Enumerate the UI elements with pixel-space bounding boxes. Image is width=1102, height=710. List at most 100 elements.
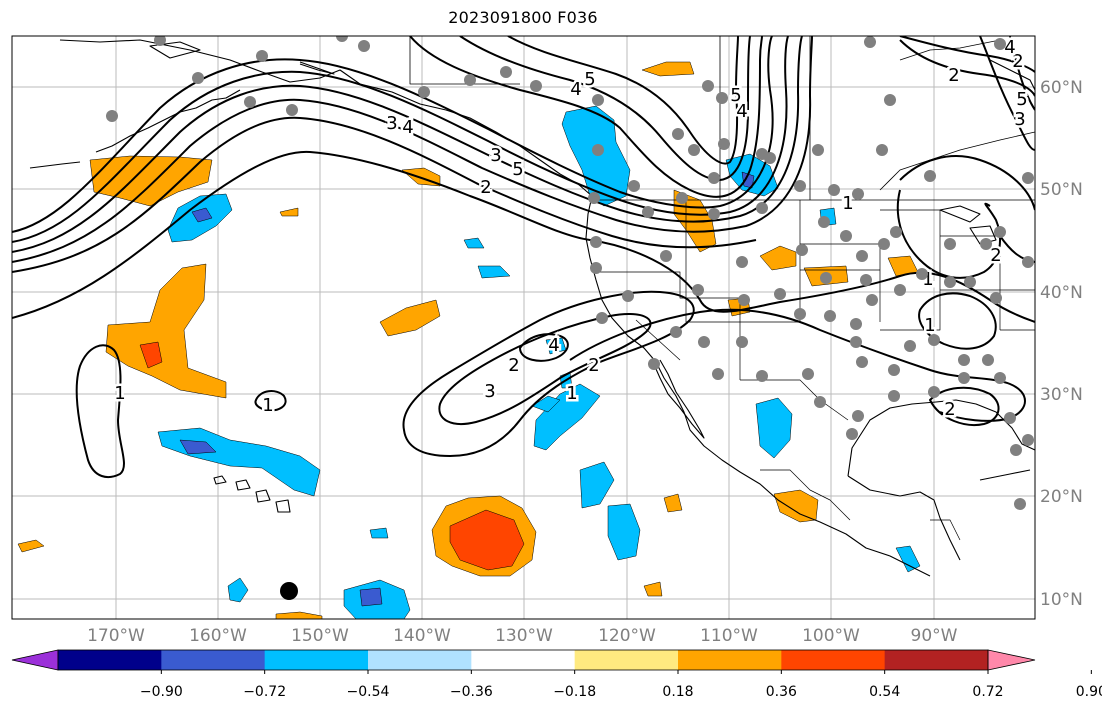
station-dot (692, 284, 704, 296)
positive-region (17, 539, 45, 553)
station-dot (592, 94, 604, 106)
contour-label: 2 (508, 355, 519, 376)
station-dot (530, 80, 542, 92)
station-dot (964, 276, 976, 288)
colorbar-tick-label: 0.18 (662, 684, 693, 700)
positive-region (663, 493, 683, 513)
station-dot (642, 206, 654, 218)
positive-region (279, 207, 299, 217)
station-dot (846, 428, 858, 440)
station-dot (916, 268, 928, 280)
station-markers (106, 36, 1034, 510)
station-dot (990, 292, 1002, 304)
anomaly-fills (17, 61, 921, 619)
contour-label: 2 (948, 65, 959, 86)
station-dot (852, 410, 864, 422)
station-dot (982, 354, 994, 366)
station-dot (712, 368, 724, 380)
negative-region (607, 503, 641, 561)
colorbar-segment (161, 650, 266, 670)
station-dot (888, 390, 900, 402)
station-dot (418, 86, 430, 98)
colorbar-segment (574, 650, 679, 670)
station-dot (944, 276, 956, 288)
contour-label: 5 (1016, 89, 1027, 110)
colorbar-segment (368, 650, 472, 670)
station-dot (856, 356, 868, 368)
colorbar: −0.90 −0.72 −0.54 −0.36 −0.18 0.18 0.36 0.54 0.7… (11, 649, 1102, 700)
station-dot (860, 274, 872, 286)
colorbar-segment (264, 650, 369, 670)
colorbar-segment (58, 650, 162, 670)
negative-region (191, 207, 213, 223)
lat-label: 40°N (1040, 283, 1083, 303)
contour-label: 1 (566, 383, 577, 404)
station-dot (958, 354, 970, 366)
lat-label: 20°N (1040, 487, 1083, 507)
station-dot (1022, 434, 1034, 446)
contour-label: 1 (842, 193, 853, 214)
colorbar-tick-label: 0.54 (869, 684, 900, 700)
station-dot (592, 144, 604, 156)
contour-label: 1 (114, 383, 125, 404)
station-dot (824, 310, 836, 322)
positive-region (139, 341, 163, 369)
station-dot (106, 110, 118, 122)
positive-region (275, 611, 323, 619)
station-dot (852, 188, 864, 200)
positive-region (449, 509, 525, 571)
colorbar-tick-label: −0.54 (347, 684, 390, 700)
station-dot (718, 138, 730, 150)
contour-label: 2 (944, 399, 955, 420)
station-dot (1022, 256, 1034, 268)
positive-region (641, 61, 695, 77)
colorbar-border (57, 649, 989, 671)
station-dot (708, 208, 720, 220)
negative-region (755, 397, 793, 459)
station-dot (1014, 498, 1026, 510)
station-dot (660, 250, 672, 262)
colorbar-tick-label: −0.72 (243, 684, 286, 700)
positive-region (379, 299, 441, 337)
plot-title: 2023091800 F036 (448, 8, 598, 27)
contour-label: 4 (570, 79, 581, 100)
lat-label: 30°N (1040, 385, 1083, 405)
location-marker (280, 582, 298, 600)
lon-label: 170°W (87, 626, 145, 646)
colorbar-tick-label: 0.90 (1076, 684, 1102, 700)
negative-region (895, 545, 921, 573)
station-dot (774, 288, 786, 300)
contour-label: 3 (484, 381, 495, 402)
station-dot (884, 94, 896, 106)
station-dot (924, 170, 936, 182)
negative-region (179, 439, 217, 455)
station-dot (672, 128, 684, 140)
station-dot (590, 236, 602, 248)
contour-label: 5 (584, 69, 595, 90)
station-dot (1010, 444, 1022, 456)
lon-label: 160°W (189, 626, 247, 646)
lat-label: 50°N (1040, 180, 1083, 200)
station-dot (244, 96, 256, 108)
contour-label: 4 (402, 117, 413, 138)
lat-label: 60°N (1040, 78, 1083, 98)
station-dot (888, 364, 900, 376)
colorbar-tick-label: −0.36 (450, 684, 493, 700)
station-dot (840, 230, 852, 242)
station-dot (588, 192, 600, 204)
station-dot (794, 308, 806, 320)
station-dot (286, 104, 298, 116)
negative-region (227, 577, 249, 603)
negative-region (561, 105, 631, 207)
positive-region (643, 581, 663, 597)
station-dot (994, 372, 1006, 384)
station-dot (944, 238, 956, 250)
colorbar-tick-label: 0.36 (766, 684, 797, 700)
station-dot (648, 358, 660, 370)
contour-label: 2 (990, 245, 1001, 266)
station-dot (716, 92, 728, 104)
contour-label: 2 (588, 355, 599, 376)
station-dot (1004, 412, 1016, 424)
station-dot (866, 294, 878, 306)
station-dot (256, 50, 268, 62)
